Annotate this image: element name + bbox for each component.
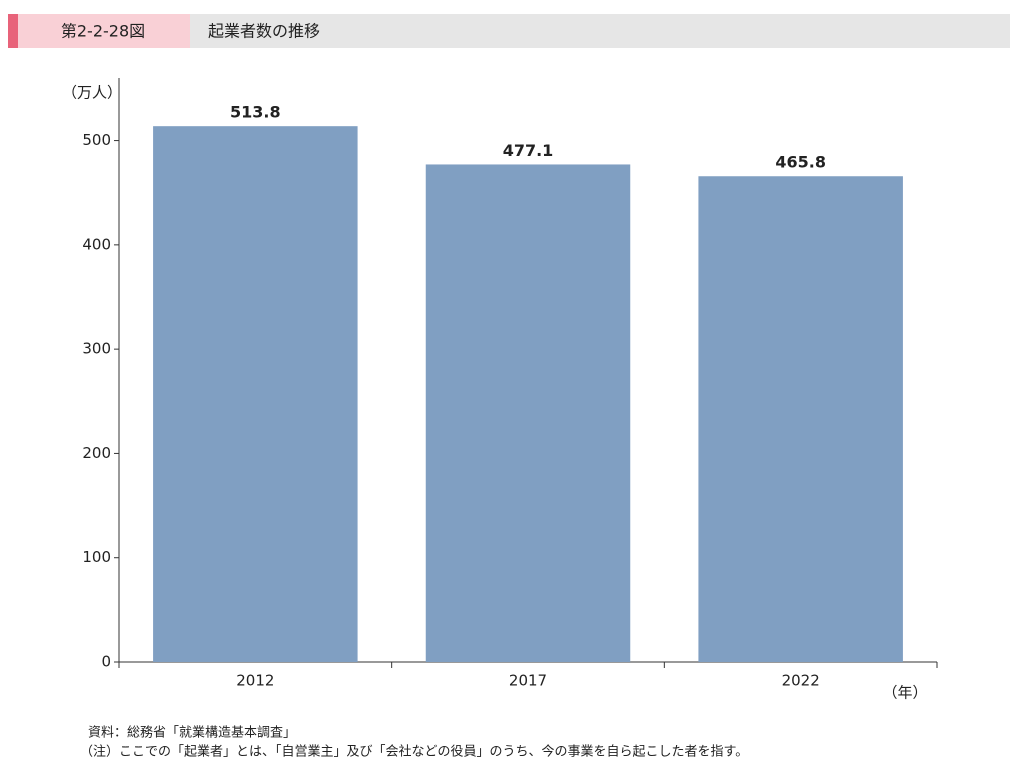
bar xyxy=(425,164,631,662)
x-tick-label: 2017 xyxy=(509,672,547,690)
y-tick-label: 0 xyxy=(101,653,111,671)
header-label-box xyxy=(8,14,190,48)
figure-label: 第2-2-28図 xyxy=(61,22,145,41)
x-axis-label: （年） xyxy=(882,684,927,702)
note: （注）ここでの「起業者」とは、「自営業主」及び「会社などの役員」のうち、今の事業… xyxy=(80,744,748,760)
value-label: 477.1 xyxy=(503,141,554,160)
y-tick-label: 300 xyxy=(82,340,111,358)
y-tick-label: 400 xyxy=(82,235,111,253)
y-tick-label: 200 xyxy=(82,444,111,462)
y-tick-label: 100 xyxy=(82,548,111,566)
source: 資料：総務省「就業構造基本調査」 xyxy=(88,725,296,741)
value-label: 513.8 xyxy=(230,103,281,122)
bar xyxy=(698,176,903,663)
x-tick-label: 2022 xyxy=(782,672,820,690)
y-axis-label: （万人） xyxy=(62,84,122,102)
y-tick-label: 500 xyxy=(82,131,111,149)
x-tick-label: 2012 xyxy=(236,672,274,690)
chart-title: 起業者数の推移 xyxy=(208,22,320,41)
bar xyxy=(153,126,358,663)
header-stripe xyxy=(8,14,18,48)
value-label: 465.8 xyxy=(775,153,826,172)
